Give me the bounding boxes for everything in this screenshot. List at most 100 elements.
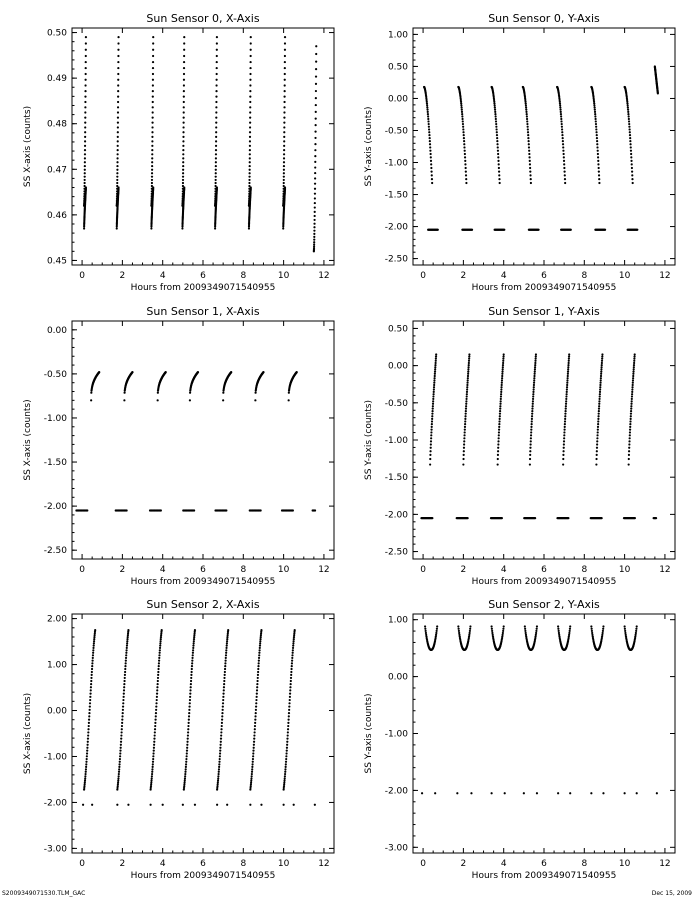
data-point bbox=[286, 740, 289, 743]
data-point bbox=[433, 379, 436, 382]
data-point bbox=[292, 642, 295, 645]
data-point bbox=[254, 708, 257, 711]
data-point bbox=[526, 131, 530, 134]
x-tick-label: 8 bbox=[240, 859, 246, 869]
data-point bbox=[256, 679, 259, 683]
data-point bbox=[313, 206, 316, 209]
data-point bbox=[219, 740, 222, 743]
data-point bbox=[184, 768, 187, 771]
y-tick-label: 0.00 bbox=[388, 673, 408, 683]
data-point bbox=[630, 395, 634, 398]
data-point bbox=[283, 779, 286, 782]
data-point bbox=[600, 368, 603, 371]
data-point bbox=[126, 640, 129, 643]
data-point bbox=[634, 633, 637, 636]
y-tick-label: -1.00 bbox=[44, 414, 68, 424]
data-point bbox=[313, 232, 316, 235]
data-point bbox=[628, 431, 632, 434]
data-point bbox=[595, 453, 598, 457]
y-tick-label: 0.00 bbox=[388, 362, 408, 372]
data-point bbox=[461, 122, 465, 126]
data-point bbox=[532, 386, 535, 389]
data-point bbox=[591, 633, 594, 636]
data-point bbox=[656, 92, 659, 95]
data-point bbox=[215, 60, 218, 64]
data-point bbox=[494, 110, 497, 113]
data-point bbox=[534, 516, 537, 520]
data-point bbox=[83, 783, 86, 786]
data-point bbox=[597, 174, 601, 177]
data-point bbox=[464, 415, 467, 418]
data-point bbox=[314, 117, 317, 120]
data-point bbox=[156, 683, 159, 686]
data-point bbox=[626, 102, 629, 105]
data-point bbox=[562, 457, 565, 461]
data-point bbox=[558, 97, 561, 100]
data-point bbox=[599, 381, 602, 384]
data-point bbox=[531, 405, 534, 408]
data-point bbox=[215, 72, 218, 76]
data-point bbox=[493, 102, 496, 105]
data-point bbox=[151, 164, 154, 168]
data-point bbox=[253, 734, 256, 737]
data-point bbox=[216, 786, 219, 790]
data-point bbox=[259, 638, 262, 641]
data-point bbox=[423, 625, 427, 628]
data-point bbox=[631, 388, 634, 391]
data-point bbox=[222, 692, 225, 695]
data-point bbox=[631, 379, 635, 382]
data-point bbox=[90, 670, 93, 674]
data-point bbox=[253, 724, 257, 728]
data-point bbox=[497, 428, 501, 431]
data-point bbox=[183, 779, 186, 782]
x-axis-label: Hours from 2009349071540955 bbox=[472, 283, 617, 293]
data-point bbox=[116, 783, 119, 786]
data-point bbox=[183, 42, 186, 45]
data-point bbox=[425, 633, 428, 636]
data-point bbox=[152, 757, 155, 761]
data-point bbox=[565, 390, 568, 393]
data-point bbox=[127, 630, 130, 633]
data-point bbox=[427, 120, 430, 123]
data-point bbox=[256, 676, 259, 680]
data-point bbox=[563, 170, 566, 173]
data-point bbox=[458, 631, 461, 635]
data-point bbox=[629, 415, 632, 418]
y-tick-label: 0.00 bbox=[388, 94, 408, 104]
data-point bbox=[190, 665, 194, 668]
data-point bbox=[462, 131, 465, 134]
data-point bbox=[151, 100, 154, 104]
data-point bbox=[313, 210, 316, 213]
data-point bbox=[90, 399, 93, 402]
data-point bbox=[190, 676, 193, 680]
data-point bbox=[527, 143, 530, 146]
data-point bbox=[592, 97, 595, 100]
data-point bbox=[85, 752, 89, 755]
data-point bbox=[427, 115, 430, 118]
data-point bbox=[251, 757, 255, 761]
data-point bbox=[502, 353, 505, 356]
data-point bbox=[430, 425, 433, 428]
data-point bbox=[116, 788, 119, 791]
x-tick-label: 0 bbox=[420, 565, 426, 575]
data-point bbox=[635, 629, 638, 633]
data-point bbox=[500, 381, 503, 384]
data-point bbox=[494, 120, 498, 123]
data-point bbox=[185, 749, 189, 752]
data-point bbox=[283, 144, 286, 147]
data-point bbox=[635, 627, 638, 630]
x-tick-label: 6 bbox=[200, 271, 206, 281]
data-point bbox=[525, 117, 529, 121]
data-point bbox=[151, 768, 154, 771]
data-point bbox=[569, 625, 572, 628]
data-point bbox=[499, 407, 502, 410]
data-point bbox=[560, 122, 563, 126]
data-point bbox=[119, 740, 123, 743]
data-point bbox=[152, 752, 155, 755]
data-point bbox=[593, 106, 596, 109]
data-point bbox=[84, 775, 87, 778]
data-point bbox=[152, 746, 156, 749]
data-point bbox=[154, 715, 157, 718]
data-point bbox=[598, 400, 601, 403]
y-tick-label: -1.50 bbox=[44, 458, 68, 468]
